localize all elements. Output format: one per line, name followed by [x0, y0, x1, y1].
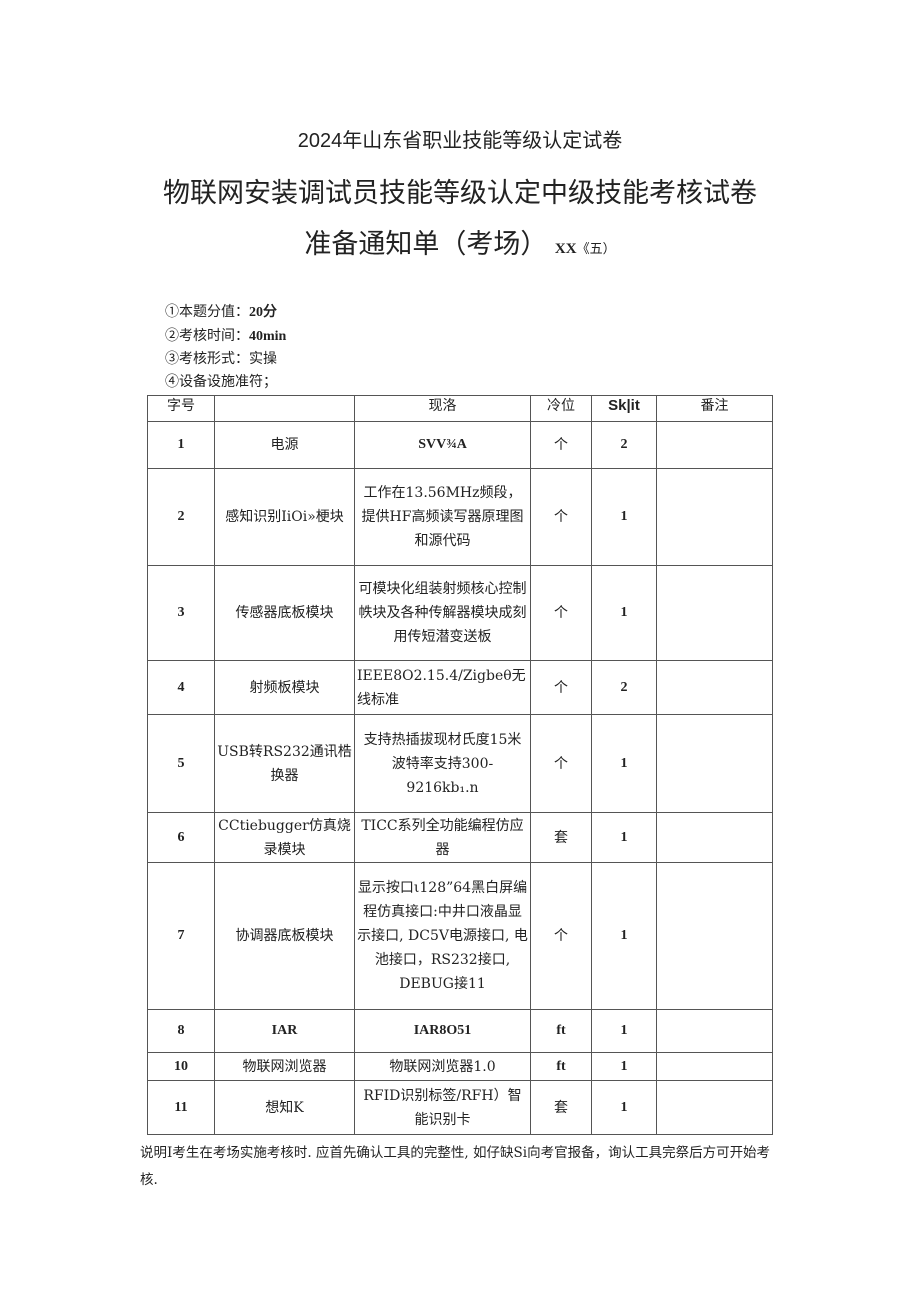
cell-spec: 可模块化组装射频核心控制帙块及各种传解器模块成刻用传短潜变送板 — [354, 565, 531, 661]
cell-no: 10 — [147, 1052, 215, 1081]
cell-note — [656, 862, 773, 1010]
cell-qty: 1 — [591, 468, 657, 566]
table-row: 5 USB转RS232通讯梏换器 支持热插拔现材氏度15米波特率支持300-9216… — [147, 714, 773, 813]
cell-spec: SVV¾A — [354, 421, 531, 469]
cell-note — [656, 660, 773, 715]
cell-note — [656, 1009, 773, 1053]
subtitle-suffix: XX — [554, 241, 577, 257]
subtitle-suffix-2: 《五） — [576, 241, 616, 256]
table-row: 4 射频板模块 IEEE8O2.15.4/Zigbeθ无线标准个 2 — [147, 660, 773, 715]
footer-note: 说明I考生在考场实施考核时. 应首先确认工具的完整性, 如仔缺Si向考官报备，询… — [140, 1145, 771, 1188]
cell-no: 7 — [147, 862, 215, 1010]
cell-note — [656, 468, 773, 566]
table-row: 3 传感器底板模块 可模块化组装射频核心控制帙块及各种传解器模块成刻用传短潜变送板个… — [147, 565, 773, 661]
cell-qty: 1 — [591, 565, 657, 661]
cell-qty: 1 — [591, 1080, 657, 1135]
cell-spec: 物联网浏览器1.0 — [354, 1052, 531, 1081]
cell-unit: 个 — [530, 421, 592, 469]
cell-name: 射频板模块 — [214, 660, 355, 715]
cell-spec: 工作在13.56MHz频段，提供HF高频读写器原理图和源代码 — [354, 468, 531, 566]
subtitle-text: 准备通知单（考场） — [304, 229, 548, 259]
cell-unit: 个 — [530, 862, 592, 1010]
header-no: 字号 — [147, 395, 215, 422]
cell-qty: 2 — [591, 660, 657, 715]
table-header-row: 字号 现洛 冷位 Sk|it 番注 — [147, 395, 773, 422]
cell-unit: ft — [530, 1052, 592, 1081]
cell-qty: 1 — [591, 1052, 657, 1081]
cell-no: 2 — [147, 468, 215, 566]
cell-qty: 1 — [591, 862, 657, 1010]
cell-name: 协调器底板模块 — [214, 862, 355, 1010]
cell-unit: 个 — [530, 565, 592, 661]
header-name — [214, 395, 355, 422]
info-equipment: ④设备设施准符； — [165, 374, 277, 390]
cell-no: 4 — [147, 660, 215, 715]
table-row: 8 IAR IAR8O51 ft 1 — [147, 1009, 773, 1053]
cell-qty: 2 — [591, 421, 657, 469]
cell-no: 8 — [147, 1009, 215, 1053]
cell-unit: 个 — [530, 714, 592, 813]
cell-name: CCtiebugger仿真烧录模块 — [214, 812, 355, 863]
cell-name: 传感器底板模块 — [214, 565, 355, 661]
exam-title-sub: 准备通知单（考场） XX《五） — [0, 222, 920, 261]
header-unit: 冷位 — [530, 395, 592, 422]
cell-spec: RFID识别标签/RFH）智能识别卡 — [354, 1080, 531, 1135]
cell-note — [656, 714, 773, 813]
cell-spec: 显示按口ι128”64黑白屏编程仿真接口:中井口液晶显示接口, DC5V电源接口… — [354, 862, 531, 1010]
cell-unit: 个 — [530, 468, 592, 566]
cell-note — [656, 421, 773, 469]
header-spec: 现洛 — [354, 395, 531, 422]
cell-note — [656, 1080, 773, 1135]
cell-qty: 1 — [591, 812, 657, 863]
cell-no: 5 — [147, 714, 215, 813]
table-row: 10 物联网浏览器 物联网浏览器1.0 ft 1 — [147, 1052, 773, 1081]
cell-unit: 套 — [530, 812, 592, 863]
cell-no: 3 — [147, 565, 215, 661]
info-time: ②考核时间：40min — [165, 328, 287, 344]
table-row: 6 CCtiebugger仿真烧录模块 TICC系列全功能编程仿应器套 1 — [147, 812, 773, 863]
info-format: ③考核形式：实操 — [165, 351, 277, 367]
cell-name: IAR — [214, 1009, 355, 1053]
cell-no: 6 — [147, 812, 215, 863]
exam-title-year: 2024年山东省职业技能等级认定试卷 — [297, 130, 623, 152]
cell-spec: TICC系列全功能编程仿应器 — [354, 812, 531, 863]
equipment-table: 字号 现洛 冷位 Sk|it 番注 1 电源 SVV¾A 个 2 2 感知识别IiOi»梗… — [147, 395, 773, 1135]
cell-name: 想知K — [214, 1080, 355, 1135]
table-row: 1 电源 SVV¾A 个 2 — [147, 421, 773, 469]
table-row: 2 感知识别IiOi»梗块 工作在13.56MHz频段，提供HF高频读写器原理图和源… — [147, 468, 773, 566]
cell-name: 感知识别IiOi»梗块 — [214, 468, 355, 566]
table-row: 7 协调器底板模块 显示按口ι128”64黑白屏编程仿真接口:中井口液晶显示接口, … — [147, 862, 773, 1010]
cell-name: USB转RS232通讯梏换器 — [214, 714, 355, 813]
table-row: 11 想知K RFID识别标签/RFH）智能识别卡套 1 — [147, 1080, 773, 1135]
info-score: ①本题分值：20分 — [165, 304, 277, 320]
cell-name: 电源 — [214, 421, 355, 469]
cell-unit: 套 — [530, 1080, 592, 1135]
cell-name: 物联网浏览器 — [214, 1052, 355, 1081]
cell-unit: 个 — [530, 660, 592, 715]
cell-note — [656, 565, 773, 661]
cell-no: 1 — [147, 421, 215, 469]
cell-note — [656, 1052, 773, 1081]
cell-qty: 1 — [591, 1009, 657, 1053]
header-qty: Sk|it — [591, 395, 657, 422]
cell-no: 11 — [147, 1080, 215, 1135]
header-note: 番注 — [656, 395, 773, 422]
cell-spec: IAR8O51 — [354, 1009, 531, 1053]
cell-spec: IEEE8O2.15.4/Zigbeθ无线标准 — [354, 660, 531, 715]
cell-spec: 支持热插拔现材氏度15米波特率支持300-9216kb₁.n — [354, 714, 531, 813]
cell-unit: ft — [530, 1009, 592, 1053]
cell-note — [656, 812, 773, 863]
cell-qty: 1 — [591, 714, 657, 813]
exam-title-main: 物联网安装调试员技能等级认定中级技能考核试卷 — [163, 178, 757, 208]
